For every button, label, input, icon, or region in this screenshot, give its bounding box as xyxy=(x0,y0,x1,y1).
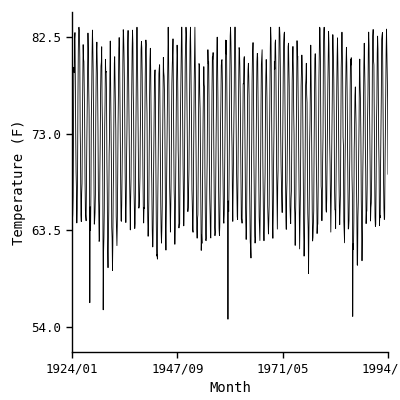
X-axis label: Month: Month xyxy=(209,381,251,395)
Y-axis label: Temperature (F): Temperature (F) xyxy=(12,119,26,245)
